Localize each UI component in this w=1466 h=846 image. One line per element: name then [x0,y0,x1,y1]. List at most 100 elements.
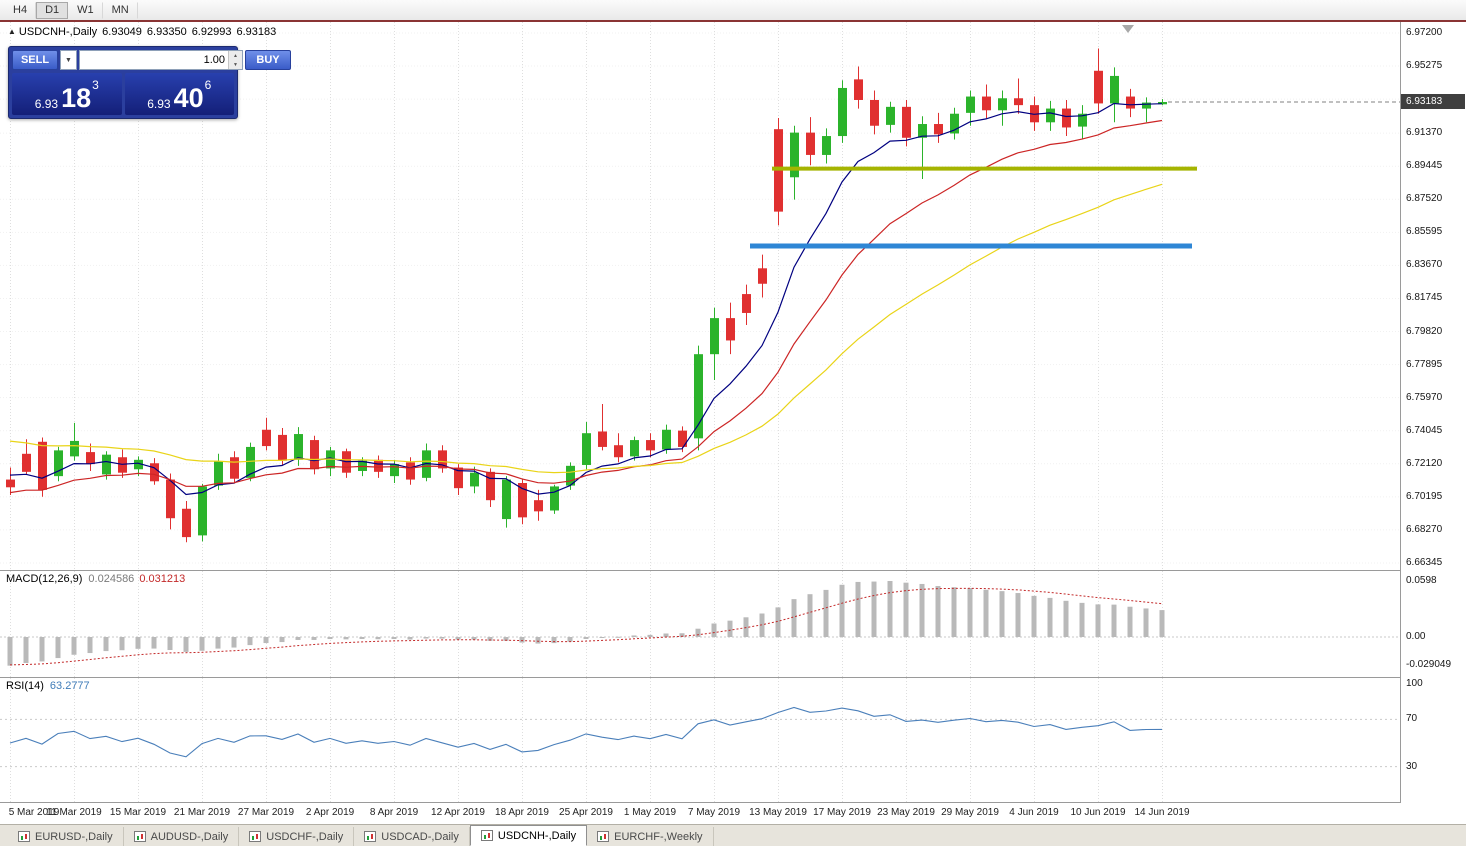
chart-shift-marker-icon[interactable] [1122,25,1134,33]
macd-axis-label: 0.0598 [1406,575,1437,586]
price-axis-label: 6.95275 [1406,60,1443,72]
chart-tab-eurchf[interactable]: EURCHF-,Weekly [587,827,714,846]
candle-body [806,132,815,155]
macd-histogram-bar [1015,593,1021,637]
symbol-marker-icon: ▲ [8,27,16,36]
buy-price-small: 6.93 [147,97,171,111]
date-label: 5 Mar 2019 [8,807,60,818]
macd-histogram-bar [567,637,573,642]
chart-tab-usdcad[interactable]: USDCAD-,Daily [354,827,470,846]
candle-body [662,429,671,450]
volume-decrease-button[interactable]: ▼ [229,60,242,69]
rsi-canvas[interactable] [0,678,1400,802]
date-label: 13 May 2019 [749,807,807,818]
candle-body [470,472,479,487]
volume-input[interactable] [80,51,228,69]
candle-body [278,434,287,461]
date-label: 8 Apr 2019 [369,807,419,818]
candle-body [454,467,463,489]
volume-increase-button[interactable]: ▲ [229,51,242,60]
timeframe-button-w1[interactable]: W1 [68,1,103,19]
candle-body [838,87,847,137]
chart-title: ▲ USDCNH-,Daily 6.93049 6.93350 6.92993 6.931… [8,26,276,38]
candle-body [1046,108,1055,123]
macd-histogram-bar [503,637,509,641]
price-axis-label: 6.81745 [1406,292,1443,304]
candle-body [38,441,47,490]
candle-body [694,354,703,439]
macd-histogram-bar [311,637,317,640]
date-label: 4 Jun 2019 [1009,807,1059,818]
volume-dropdown-button[interactable]: ▼ [60,50,77,70]
candle-body [630,440,639,457]
chart-tab-eurusd[interactable]: EURUSD-,Daily [8,827,124,846]
price-axis-label: 6.72120 [1406,457,1443,469]
macd-histogram-bar [487,637,493,641]
candle-body [6,479,15,488]
macd-histogram-bar [919,583,925,637]
price-axis-label: 6.75970 [1406,391,1443,403]
macd-histogram-bar [583,637,589,639]
macd-histogram-bar [855,581,861,637]
candle-body [390,464,399,477]
macd-canvas[interactable] [0,571,1400,677]
date-label: 23 May 2019 [877,807,935,818]
macd-histogram-bar [535,637,541,644]
date-label: 29 May 2019 [941,807,999,818]
macd-histogram-bar [471,637,477,640]
price-chart-canvas[interactable] [0,22,1400,570]
trade-prices-row: 6.93 18 3 6.93 40 6 [12,73,234,115]
candle-body [534,500,543,512]
candle-body [262,429,271,447]
buy-button[interactable]: BUY [245,50,291,70]
chart-tab-audusd[interactable]: AUDUSD-,Daily [124,827,240,846]
macd-histogram-bar [263,637,269,644]
macd-signal-line [9,587,1163,666]
price-axis[interactable]: 6.93183 6.972006.952756.933506.913706.89… [1401,22,1466,824]
macd-histogram-bar [359,637,365,639]
rsi-axis-label: 100 [1406,678,1423,689]
date-axis[interactable]: 5 Mar 2019 11 Mar 2019 15 Mar 2019 21 Mar 2… [0,803,1400,824]
timeframe-button-mn[interactable]: MN [103,1,138,19]
sell-price-display[interactable]: 6.93 18 3 [12,73,122,115]
sell-price-big: 18 [61,83,92,113]
macd-histogram-bar [903,582,909,637]
candle-body [742,294,751,313]
date-label: 27 Mar 2019 [237,807,295,818]
macd-histogram-bar [599,637,605,638]
chart-window: ▲ USDCNH-,Daily 6.93049 6.93350 6.92993 6.931… [0,22,1466,824]
candle-body [294,434,303,460]
one-click-trading-panel: SELL ▼ ▲ ▼ BUY 6.93 18 3 6.9 [8,46,291,119]
rsi-label: RSI(14) 63.2777 [6,680,90,692]
pane-separator[interactable] [0,677,1466,678]
rsi-name: RSI(14) [6,680,44,692]
axis-separator [1400,22,1401,803]
macd-histogram-bar [791,599,797,637]
macd-histogram-bar [551,637,557,644]
rsi-line [9,706,1163,758]
chart-tab-usdcnh[interactable]: USDCNH-,Daily [469,825,588,846]
candle-body [710,318,719,355]
candle-body [726,318,735,341]
candle-body [70,440,79,457]
macd-histogram-bar [167,637,173,651]
candle-body [214,461,223,486]
price-axis-label: 6.83670 [1406,259,1443,271]
current-price-badge: 6.93183 [1401,94,1465,110]
price-axis-label: 6.87520 [1406,193,1443,205]
macd-histogram-bar [839,584,845,637]
candle-body [854,79,863,100]
buy-price-display[interactable]: 6.93 40 6 [124,73,234,115]
macd-histogram-bar [55,637,61,659]
candle-body [614,445,623,458]
date-label: 18 Apr 2019 [495,807,549,818]
sell-button[interactable]: SELL [12,50,58,70]
candle-body [966,96,975,113]
chart-tab-usdchf[interactable]: USDCHF-,Daily [239,827,355,846]
macd-histogram-bar [775,607,781,637]
timeframe-button-d1[interactable]: D1 [36,1,69,19]
pane-separator [0,802,1466,803]
timeframe-button-h4[interactable]: H4 [4,1,37,19]
candle-body [982,96,991,111]
pane-separator[interactable] [0,570,1466,571]
